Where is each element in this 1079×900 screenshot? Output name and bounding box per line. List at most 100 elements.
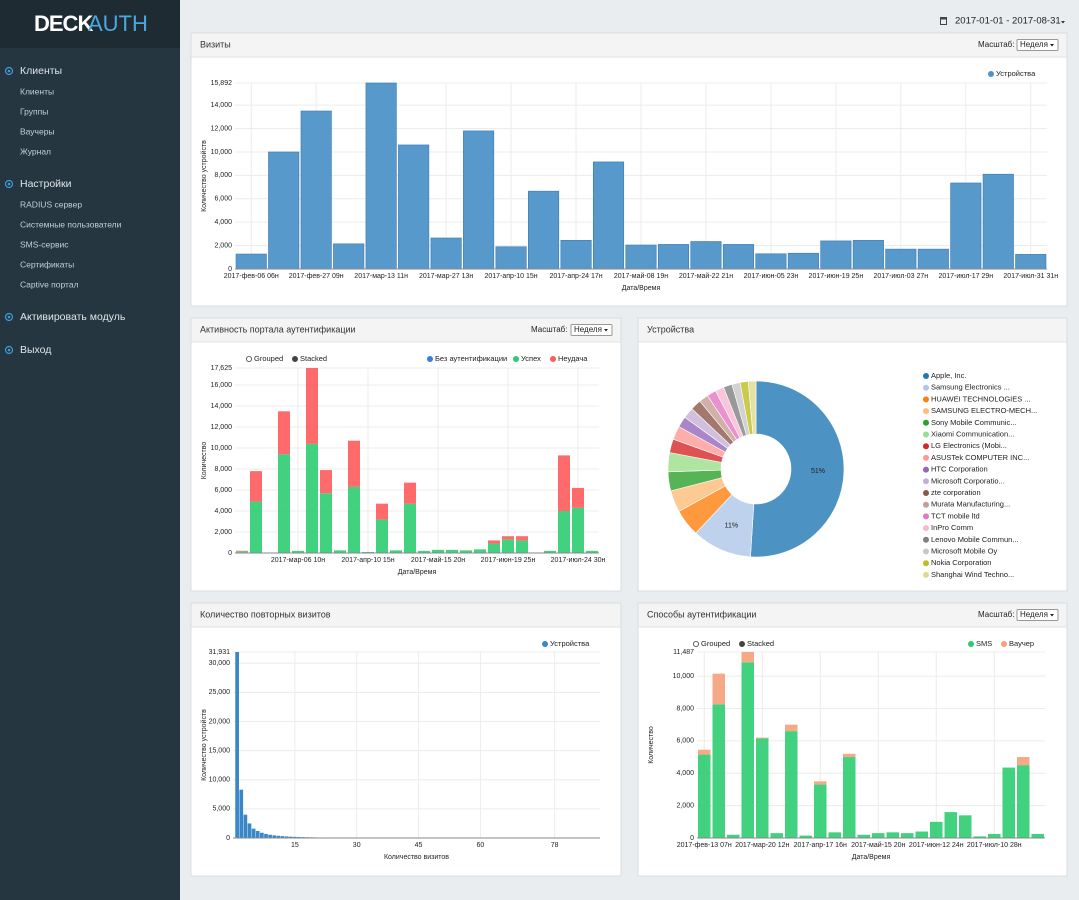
legend-label[interactable]: Устройства: [996, 69, 1036, 78]
menu-item[interactable]: RADIUS сервер: [20, 199, 82, 209]
bar: [278, 454, 290, 553]
legend-swatch[interactable]: [923, 501, 929, 508]
mode-radio[interactable]: [245, 355, 252, 362]
legend-label[interactable]: Microsoft Mobile Oy: [931, 546, 998, 555]
menu-icon-dot: [7, 315, 11, 319]
legend-swatch[interactable]: [923, 443, 929, 450]
pie-slice[interactable]: [747, 380, 757, 435]
scale-label: Масштаб:: [978, 40, 1014, 49]
x-tick-label: 2017-июл-17 29н: [938, 273, 993, 280]
legend-label[interactable]: ASUSTek COMPUTER INC...: [931, 453, 1029, 462]
y-tick-label: 25,000: [209, 689, 231, 696]
legend-swatch[interactable]: [923, 466, 929, 473]
legend-label[interactable]: InPro Comm: [931, 523, 973, 532]
legend-swatch[interactable]: [923, 431, 929, 438]
legend-label[interactable]: Без аутентификации: [435, 354, 507, 363]
menu-section[interactable]: Настройки: [20, 178, 72, 190]
legend-label[interactable]: Sony Mobile Communic...: [931, 418, 1016, 427]
sidebar: [0, 0, 180, 900]
legend-swatch[interactable]: [923, 454, 929, 461]
menu-item[interactable]: Системные пользователи: [20, 219, 122, 229]
mode-label[interactable]: Grouped: [701, 639, 730, 648]
mode-label[interactable]: Stacked: [747, 639, 774, 648]
legend-label[interactable]: HTC Corporation: [931, 465, 988, 474]
bar: [306, 368, 318, 444]
scale-value[interactable]: Неделя: [574, 325, 602, 334]
x-tick-label: 2017-май-08 19н: [614, 272, 668, 280]
legend-swatch[interactable]: [542, 641, 548, 647]
legend-label[interactable]: Murata Manufacturing...: [931, 500, 1010, 509]
scale-caret: [1050, 614, 1054, 617]
date-range[interactable]: 2017-01-01 - 2017-08-31: [955, 16, 1061, 27]
legend-label[interactable]: Samsung Electronics ...: [931, 383, 1010, 392]
pie-slice[interactable]: [750, 380, 845, 558]
mode-radio[interactable]: [291, 355, 298, 362]
menu-item[interactable]: Журнал: [20, 146, 51, 156]
legend-label[interactable]: Успех: [521, 354, 541, 363]
bar: [236, 551, 248, 553]
scale-value[interactable]: Неделя: [1020, 40, 1048, 49]
menu-item[interactable]: Группы: [20, 106, 48, 116]
legend-label[interactable]: Устройства: [550, 639, 590, 648]
legend-label[interactable]: Microsoft Corporatio...: [931, 476, 1005, 485]
scale-value[interactable]: Неделя: [1020, 610, 1048, 619]
legend-label[interactable]: HUAWEI TECHNOLOGIES ...: [931, 394, 1031, 403]
y-tick-label: 14,000: [211, 403, 233, 410]
legend-label[interactable]: SAMSUNG ELECTRO-MECH...: [931, 406, 1037, 415]
legend-swatch[interactable]: [550, 356, 556, 362]
date-caret[interactable]: [1061, 21, 1065, 24]
legend-swatch[interactable]: [923, 560, 929, 567]
legend-label[interactable]: Shanghai Wind Techno...: [931, 570, 1014, 579]
legend-swatch[interactable]: [923, 525, 929, 532]
legend-swatch[interactable]: [427, 356, 433, 362]
y-tick-label: 8,000: [214, 172, 232, 179]
menu-item[interactable]: Ваучеры: [20, 126, 55, 136]
legend-label[interactable]: TCT mobile ltd: [931, 511, 980, 520]
legend-swatch[interactable]: [513, 356, 519, 362]
legend-label[interactable]: LG Electronics (Mobi...: [931, 441, 1007, 450]
x-tick-label: 2017-мар-13 11н: [354, 273, 408, 280]
legend-swatch[interactable]: [923, 396, 929, 403]
legend-label[interactable]: Nokia Corporation: [931, 558, 991, 567]
legend-label[interactable]: Ваучер: [1009, 639, 1034, 648]
y-tick-label: 6,000: [214, 487, 232, 494]
legend-swatch[interactable]: [1001, 641, 1007, 647]
menu-item[interactable]: SMS-сервис: [20, 239, 69, 249]
mode-radio[interactable]: [739, 641, 746, 648]
legend-label[interactable]: SMS: [976, 639, 992, 648]
legend-swatch[interactable]: [968, 641, 974, 647]
y-tick-label: 0: [228, 550, 232, 557]
y-tick-label: 0: [690, 835, 694, 842]
legend-swatch[interactable]: [923, 513, 929, 520]
legend-swatch[interactable]: [923, 478, 929, 485]
legend-swatch[interactable]: [923, 384, 929, 391]
bar: [390, 550, 402, 553]
menu-section[interactable]: Клиенты: [20, 65, 62, 77]
menu-item[interactable]: Сертификаты: [20, 259, 74, 269]
legend-swatch[interactable]: [988, 71, 994, 77]
scale-select[interactable]: [1016, 609, 1059, 621]
mode-label[interactable]: Grouped: [254, 354, 283, 363]
legend-label[interactable]: Неудача: [558, 354, 588, 363]
legend-swatch[interactable]: [923, 490, 929, 496]
legend-label[interactable]: Xiaomi Communication...: [931, 429, 1014, 438]
mode-label[interactable]: Stacked: [300, 354, 327, 363]
legend-label[interactable]: Lenovo Mobile Commun...: [931, 535, 1019, 544]
legend-swatch[interactable]: [923, 548, 929, 555]
legend-label[interactable]: zte corporation: [931, 488, 981, 497]
legend-swatch[interactable]: [923, 408, 929, 415]
legend-swatch[interactable]: [923, 571, 929, 578]
scale-select[interactable]: [570, 324, 613, 336]
bar: [398, 144, 430, 270]
legend-swatch[interactable]: [923, 419, 929, 426]
legend-swatch[interactable]: [923, 373, 929, 379]
legend-swatch[interactable]: [923, 536, 929, 543]
legend-label[interactable]: Apple, Inc.: [931, 371, 966, 380]
menu-section[interactable]: Выход: [20, 344, 51, 356]
menu-item[interactable]: Captive портал: [20, 279, 79, 289]
mode-radio[interactable]: [693, 641, 700, 648]
menu-item[interactable]: Клиенты: [20, 86, 54, 96]
menu-section[interactable]: Активировать модуль: [20, 311, 126, 323]
scale-select[interactable]: [1016, 39, 1059, 51]
bar: [872, 833, 885, 838]
